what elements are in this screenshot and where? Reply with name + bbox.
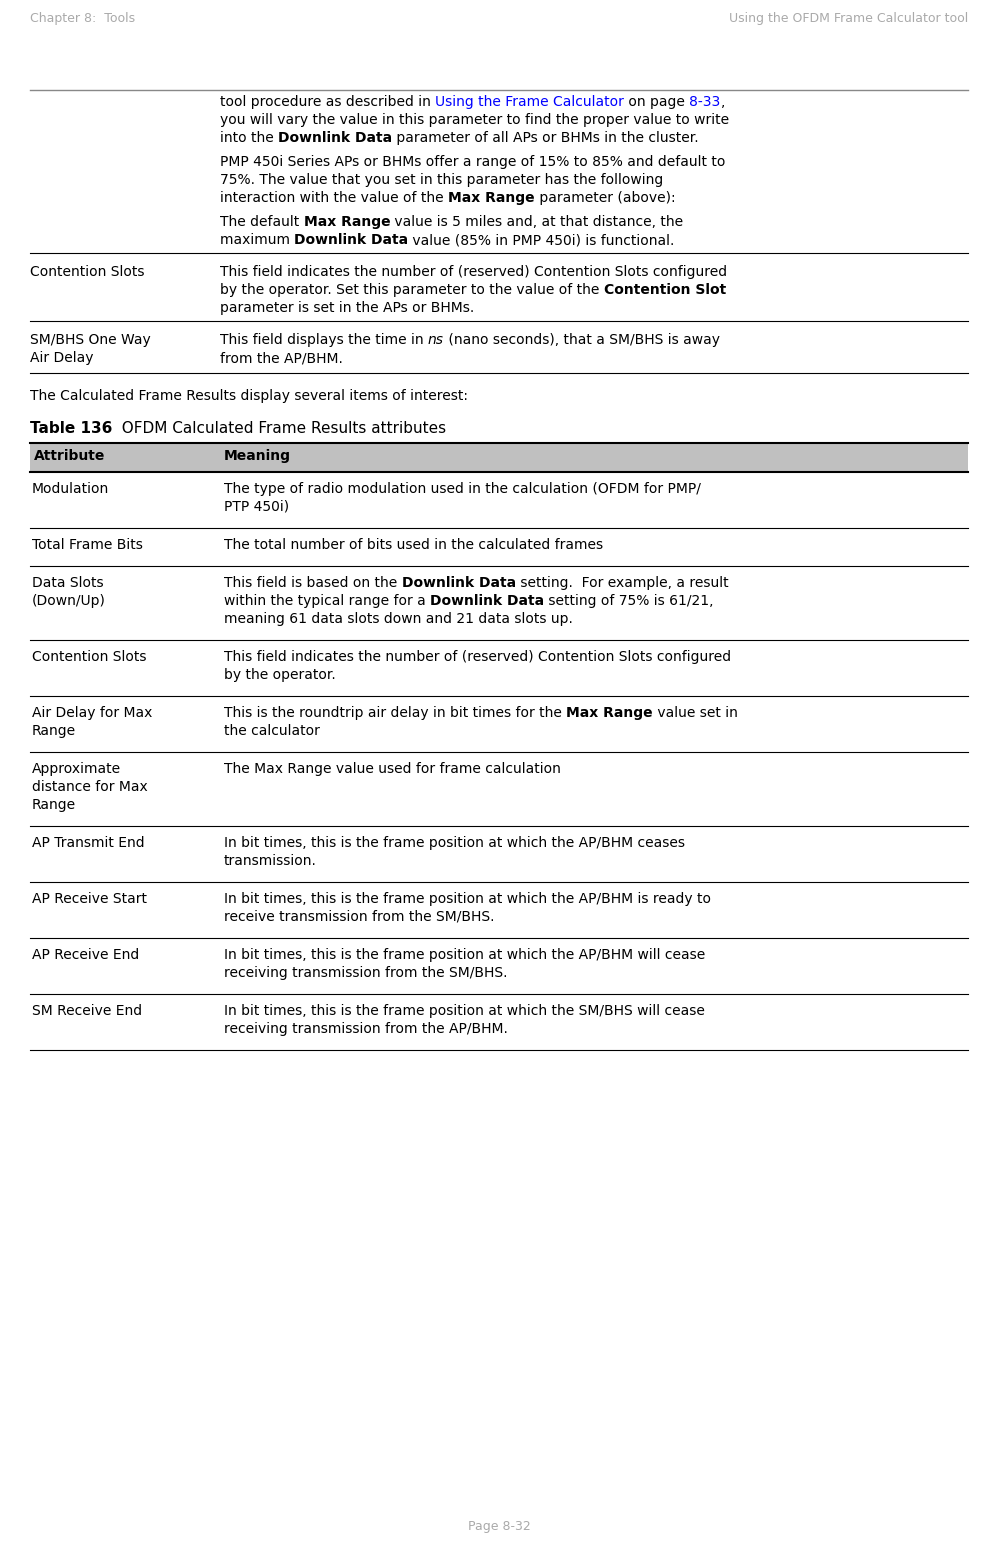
Text: Downlink Data: Downlink Data [401, 575, 516, 589]
Text: (Down/Up): (Down/Up) [32, 594, 106, 608]
Text: Downlink Data: Downlink Data [278, 131, 392, 145]
Text: into the: into the [220, 131, 278, 145]
Text: AP Receive Start: AP Receive Start [32, 893, 147, 907]
Text: (nano seconds), that a SM/BHS is away: (nano seconds), that a SM/BHS is away [444, 333, 720, 347]
Text: value set in: value set in [653, 706, 738, 720]
Text: This field is based on the: This field is based on the [224, 575, 401, 589]
Text: by the operator.: by the operator. [224, 669, 335, 683]
Text: The type of radio modulation used in the calculation (OFDM for PMP/: The type of radio modulation used in the… [224, 482, 701, 496]
Text: SM Receive End: SM Receive End [32, 1005, 142, 1019]
Text: parameter is set in the APs or BHMs.: parameter is set in the APs or BHMs. [220, 302, 474, 316]
Text: setting.  For example, a result: setting. For example, a result [516, 575, 729, 589]
Text: In bit times, this is the frame position at which the SM/BHS will cease: In bit times, this is the frame position… [224, 1005, 705, 1019]
Text: the calculator: the calculator [224, 725, 320, 739]
Text: This field indicates the number of (reserved) Contention Slots configured: This field indicates the number of (rese… [224, 650, 732, 664]
Text: In bit times, this is the frame position at which the AP/BHM ceases: In bit times, this is the frame position… [224, 837, 685, 851]
Text: PTP 450i): PTP 450i) [224, 501, 289, 515]
Text: Modulation: Modulation [32, 482, 109, 496]
Text: In bit times, this is the frame position at which the AP/BHM is ready to: In bit times, this is the frame position… [224, 893, 711, 907]
Text: Table 136: Table 136 [30, 421, 113, 435]
Text: Range: Range [32, 725, 76, 739]
Text: ns: ns [428, 333, 444, 347]
Text: tool procedure as described in: tool procedure as described in [220, 95, 435, 109]
Text: SM/BHS One Way: SM/BHS One Way [30, 333, 151, 347]
Text: Downlink Data: Downlink Data [294, 233, 408, 247]
Text: The default: The default [220, 215, 303, 229]
Text: The Max Range value used for frame calculation: The Max Range value used for frame calcu… [224, 762, 561, 776]
Text: Air Delay: Air Delay [30, 351, 94, 365]
Text: Contention Slot: Contention Slot [604, 283, 726, 297]
Text: parameter of all APs or BHMs in the cluster.: parameter of all APs or BHMs in the clus… [392, 131, 699, 145]
Text: within the typical range for a: within the typical range for a [224, 594, 430, 608]
Text: Chapter 8:  Tools: Chapter 8: Tools [30, 12, 135, 25]
Text: Page 8-32: Page 8-32 [468, 1519, 530, 1533]
Text: This is the roundtrip air delay in bit times for the: This is the roundtrip air delay in bit t… [224, 706, 566, 720]
Text: Attribute: Attribute [34, 449, 106, 463]
Text: maximum: maximum [220, 233, 294, 247]
Text: Air Delay for Max: Air Delay for Max [32, 706, 153, 720]
Text: Downlink Data: Downlink Data [430, 594, 544, 608]
Text: receiving transmission from the AP/BHM.: receiving transmission from the AP/BHM. [224, 1022, 508, 1036]
Text: AP Transmit End: AP Transmit End [32, 837, 145, 851]
Text: from the AP/BHM.: from the AP/BHM. [220, 351, 343, 365]
Text: 8-33: 8-33 [690, 95, 721, 109]
Text: value is 5 miles and, at that distance, the: value is 5 miles and, at that distance, … [390, 215, 684, 229]
Text: Contention Slots: Contention Slots [30, 264, 145, 278]
Text: Contention Slots: Contention Slots [32, 650, 147, 664]
Text: Max Range: Max Range [303, 215, 390, 229]
Text: The total number of bits used in the calculated frames: The total number of bits used in the cal… [224, 538, 603, 552]
Text: The Calculated Frame Results display several items of interest:: The Calculated Frame Results display sev… [30, 389, 468, 403]
Text: parameter (above):: parameter (above): [535, 191, 676, 205]
Text: Using the Frame Calculator: Using the Frame Calculator [435, 95, 624, 109]
Text: Max Range: Max Range [566, 706, 653, 720]
Text: value (85% in PMP 450i) is functional.: value (85% in PMP 450i) is functional. [408, 233, 675, 247]
Text: by the operator. Set this parameter to the value of the: by the operator. Set this parameter to t… [220, 283, 604, 297]
Text: This field indicates the number of (reserved) Contention Slots configured: This field indicates the number of (rese… [220, 264, 728, 278]
Text: transmission.: transmission. [224, 854, 317, 868]
Text: Max Range: Max Range [448, 191, 535, 205]
Text: setting of 75% is 61/21,: setting of 75% is 61/21, [544, 594, 714, 608]
Text: interaction with the value of the: interaction with the value of the [220, 191, 448, 205]
Bar [30, 445, 968, 473]
Text: meaning 61 data slots down and 21 data slots up.: meaning 61 data slots down and 21 data s… [224, 613, 573, 627]
Text: receiving transmission from the SM/BHS.: receiving transmission from the SM/BHS. [224, 966, 508, 980]
Text: Total Frame Bits: Total Frame Bits [32, 538, 143, 552]
Text: This field displays the time in: This field displays the time in [220, 333, 428, 347]
Text: you will vary the value in this parameter to find the proper value to write: you will vary the value in this paramete… [220, 114, 730, 128]
Text: Using the OFDM Frame Calculator tool: Using the OFDM Frame Calculator tool [729, 12, 968, 25]
Text: OFDM Calculated Frame Results attributes: OFDM Calculated Frame Results attributes [113, 421, 446, 435]
Text: ,: , [721, 95, 725, 109]
Text: 75%. The value that you set in this parameter has the following: 75%. The value that you set in this para… [220, 173, 664, 187]
Text: Range: Range [32, 798, 76, 812]
Text: Data Slots: Data Slots [32, 575, 104, 589]
Text: AP Receive End: AP Receive End [32, 949, 140, 963]
Text: distance for Max: distance for Max [32, 781, 148, 795]
Text: Meaning: Meaning [224, 449, 291, 463]
Text: PMP 450i Series APs or BHMs offer a range of 15% to 85% and default to: PMP 450i Series APs or BHMs offer a rang… [220, 156, 726, 169]
Text: on page: on page [624, 95, 690, 109]
Text: In bit times, this is the frame position at which the AP/BHM will cease: In bit times, this is the frame position… [224, 949, 706, 963]
Text: Approximate: Approximate [32, 762, 121, 776]
Text: receive transmission from the SM/BHS.: receive transmission from the SM/BHS. [224, 910, 494, 924]
